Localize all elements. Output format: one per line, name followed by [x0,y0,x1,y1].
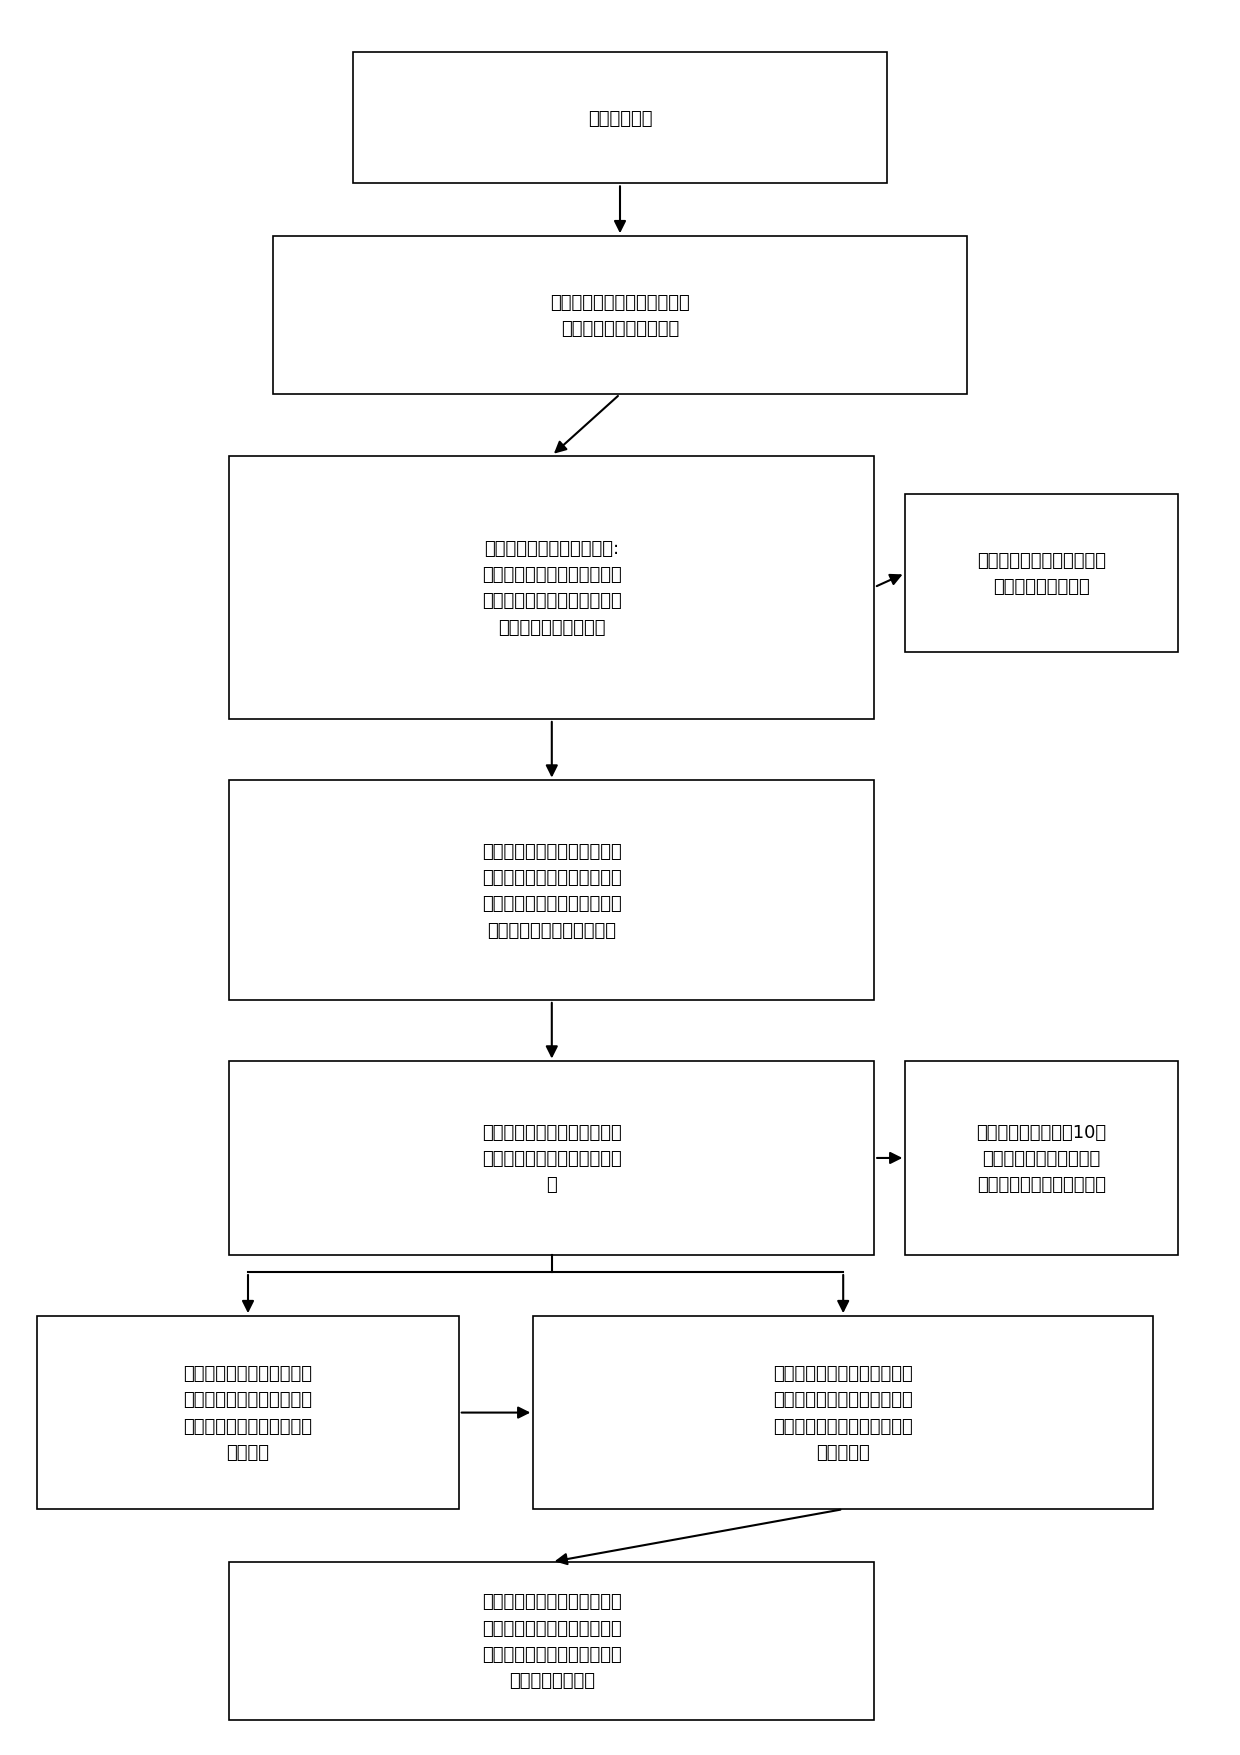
Bar [905,1062,1178,1255]
Bar [37,1316,459,1509]
Text: 车主到达车位后点击车位锁菜
单，车位锁恢复原状态，停好
车位后将车位信息保存本地方
便车辆提取: 车主到达车位后点击车位锁菜 单，车位锁恢复原状态，停好 车位后将车位信息保存本地… [774,1364,913,1462]
Text: 显示每层车库车位使用情况:
已使用车位，未使用车位，点
击选定车位（仅限选定单个车
位），上传后台数据库: 显示每层车库车位使用情况: 已使用车位，未使用车位，点 击选定车位（仅限选定单个… [482,539,621,637]
Bar [229,456,874,720]
Bar [229,1562,874,1720]
Bar [533,1316,1153,1509]
Text: 车主取车后，通过出口检索装
置，上报后台数据库，并自动
更新数据库车位信息，车主无
需再次操作软件。: 车主取车后，通过出口检索装 置，上报后台数据库，并自动 更新数据库车位信息，车主… [482,1592,621,1690]
Text: 根据各个车库车位总数及车库
内数量选定要进入的车库: 根据各个车库车位总数及车库 内数量选定要进入的车库 [551,293,689,339]
Bar [905,495,1178,653]
Text: 更新数据库的同时，后台服务
下发车位锁弹起指令，锁定车
位: 更新数据库的同时，后台服务 下发车位锁弹起指令，锁定车 位 [482,1123,621,1193]
Bar [353,53,887,184]
Bar [229,1062,874,1255]
Text: 车位锁弹起时长超过10分
钟，会自动降落恢复原状
态，默认用户取消车位预定: 车位锁弹起时长超过10分 钟，会自动降落恢复原状 态，默认用户取消车位预定 [977,1123,1106,1193]
Bar [273,237,967,395]
Text: 如遇到车主其他原因暂不入
库，可直接点击取消: 如遇到车主其他原因暂不入 库，可直接点击取消 [977,551,1106,597]
Text: 搜索附近车库: 搜索附近车库 [588,109,652,128]
Text: 如遇到车位锁弹不起，说明
已被未使用软件车主占用，
会自动分配就近车位给车位
预定用户: 如遇到车位锁弹不起，说明 已被未使用软件车主占用， 会自动分配就近车位给车位 预… [184,1364,312,1462]
Bar [229,781,874,1000]
Text: 通过入口检索装置，上报后台
数据库，此时后台数据库计算
快速对比是否是之前车位选定
车辆，更新数据库车位信息: 通过入口检索装置，上报后台 数据库，此时后台数据库计算 快速对比是否是之前车位选… [482,842,621,939]
